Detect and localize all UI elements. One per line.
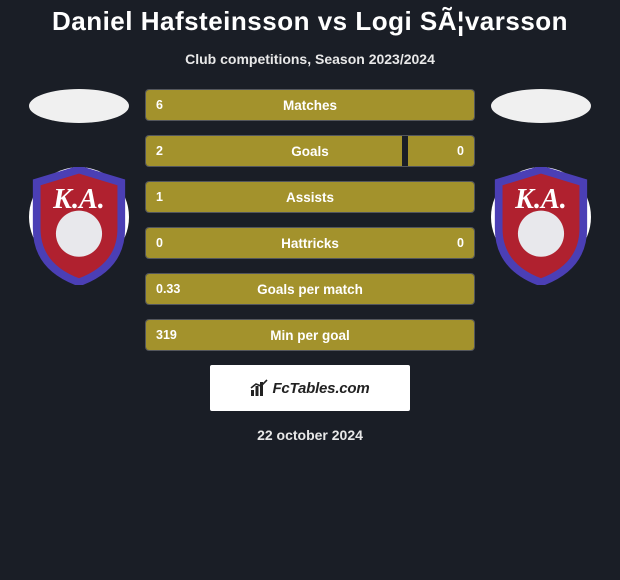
svg-text:K.A.: K.A. xyxy=(514,184,567,215)
player-left-club-badge: K.A. xyxy=(29,167,129,267)
stat-row: 1Assists xyxy=(145,181,475,213)
stat-label: Matches xyxy=(146,90,474,120)
chart-icon xyxy=(250,379,270,397)
player-right-column: K.A. xyxy=(481,89,601,267)
attribution-label: FcTables.com xyxy=(272,380,369,397)
stat-label: Goals per match xyxy=(146,274,474,304)
stat-row: 00Hattricks xyxy=(145,227,475,259)
player-right-club-badge: K.A. xyxy=(491,167,591,267)
stat-row: 0.33Goals per match xyxy=(145,273,475,305)
club-shield-icon: K.A. xyxy=(491,167,591,285)
stat-label: Goals xyxy=(146,136,474,166)
club-shield-icon: K.A. xyxy=(29,167,129,285)
comparison-subtitle: Club competitions, Season 2023/2024 xyxy=(0,51,620,67)
comparison-date: 22 october 2024 xyxy=(0,427,620,443)
player-right-avatar-placeholder xyxy=(491,89,591,123)
attribution-badge: FcTables.com xyxy=(210,365,410,411)
player-left-avatar-placeholder xyxy=(29,89,129,123)
stat-row: 319Min per goal xyxy=(145,319,475,351)
stat-label: Assists xyxy=(146,182,474,212)
comparison-title: Daniel Hafsteinsson vs Logi SÃ¦varsson xyxy=(0,0,620,37)
player-left-column: K.A. xyxy=(19,89,139,267)
svg-text:K.A.: K.A. xyxy=(52,184,105,215)
stat-row: 20Goals xyxy=(145,135,475,167)
attribution-text: FcTables.com xyxy=(250,379,369,397)
stat-label: Hattricks xyxy=(146,228,474,258)
comparison-body: K.A. 6Matches 20Goals 1Assists 00Hattricks 0… xyxy=(0,89,620,351)
stats-column: 6Matches 20Goals 1Assists 00Hattricks 0.33Go… xyxy=(139,89,481,351)
stat-row: 6Matches xyxy=(145,89,475,121)
stat-label: Min per goal xyxy=(146,320,474,350)
